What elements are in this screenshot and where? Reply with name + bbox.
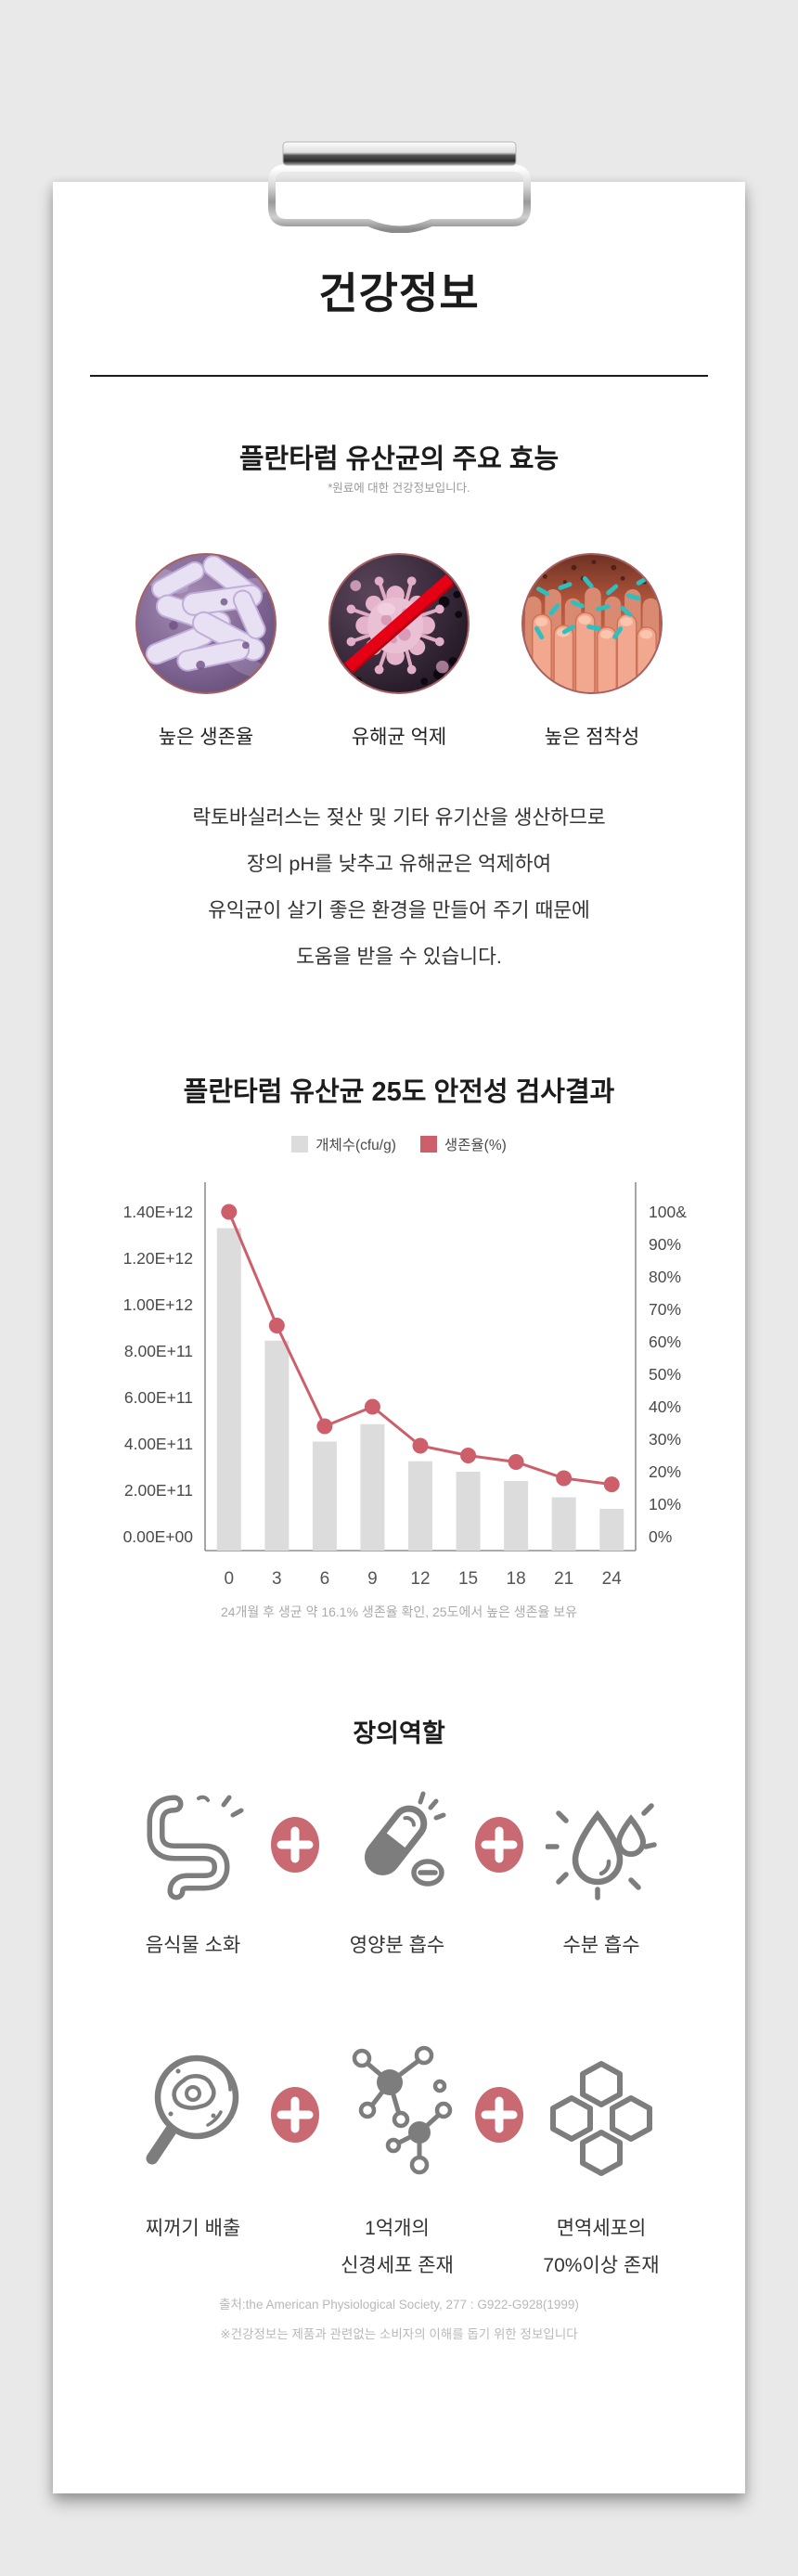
plus-icon xyxy=(267,1814,323,1875)
purple-bacteria-photo xyxy=(135,553,277,694)
svg-text:60%: 60% xyxy=(649,1333,681,1351)
svg-text:70%: 70% xyxy=(649,1300,681,1319)
svg-text:80%: 80% xyxy=(649,1268,681,1286)
legend-item-bar: 개체수(cfu/g) xyxy=(291,1134,396,1154)
page-title: 건강정보 xyxy=(318,269,480,317)
svg-text:0.00E+00: 0.00E+00 xyxy=(123,1527,194,1546)
svg-text:1.40E+12: 1.40E+12 xyxy=(123,1203,193,1221)
health-info-card: 건강정보 플란타럼 유산균의 주요 효능 *원료에 대한 건강정보입니다. xyxy=(53,182,745,2493)
svg-text:0%: 0% xyxy=(649,1527,672,1546)
title-divider xyxy=(90,375,708,377)
svg-text:6: 6 xyxy=(320,1569,330,1589)
svg-text:2.00E+11: 2.00E+11 xyxy=(124,1481,193,1500)
blocked-virus-photo xyxy=(328,553,470,694)
gut-section-heading: 장의역할 xyxy=(353,1719,445,1747)
chart-heading: 플란타럼 유산균 25도 안전성 검사결과 xyxy=(183,1077,615,1107)
description-line: 유익균이 살기 좋은 환경을 만들어 주기 때문에 xyxy=(208,899,590,921)
bar-series-swatch-icon xyxy=(291,1136,309,1153)
honeycomb-icon xyxy=(508,2045,694,2184)
plus-icon xyxy=(471,1814,527,1875)
intestinal-villi-photo xyxy=(521,553,663,694)
effects-subtitle: *원료에 대한 건강정보입니다. xyxy=(328,482,470,495)
gut-label: 찌꺼기 배출 xyxy=(145,2218,241,2239)
gut-label: 1억개의 xyxy=(365,2218,430,2239)
description-line: 장의 pH를 낮추고 유해균은 억제하여 xyxy=(246,853,552,875)
svg-text:1.00E+12: 1.00E+12 xyxy=(123,1295,193,1314)
gut-label: 수분 흡수 xyxy=(562,1935,640,1956)
svg-text:12: 12 xyxy=(410,1569,430,1589)
svg-text:90%: 90% xyxy=(649,1235,681,1254)
bar-series-label: 개체수(cfu/g) xyxy=(315,1138,396,1153)
legend-item-line: 생존율(%) xyxy=(419,1134,507,1154)
water-drops-icon xyxy=(508,1789,694,1900)
capsule-icon xyxy=(304,1789,490,1900)
svg-text:30%: 30% xyxy=(649,1430,681,1449)
plus-icon xyxy=(471,2084,527,2145)
svg-text:18: 18 xyxy=(507,1569,526,1589)
description-line: 도움을 받을 수 있습니다. xyxy=(296,946,502,968)
line-series-label: 생존율(%) xyxy=(444,1138,507,1153)
gut-label: 음식물 소화 xyxy=(145,1935,241,1956)
svg-text:8.00E+11: 8.00E+11 xyxy=(124,1342,193,1360)
svg-text:0: 0 xyxy=(224,1569,234,1589)
chart-legend: 개체수(cfu/g) 생존율(%) xyxy=(53,1134,745,1154)
svg-text:40%: 40% xyxy=(649,1397,681,1416)
disclaimer-note: ※건강정보는 제품과 관련없는 소비자의 이해를 돕기 위한 정보입니다 xyxy=(220,2327,578,2341)
line-series-swatch-icon xyxy=(419,1136,437,1153)
effect-item: 유해균 억제 xyxy=(328,553,470,750)
svg-text:50%: 50% xyxy=(649,1365,681,1384)
intestine-icon xyxy=(100,1789,286,1900)
clipboard-clip-icon xyxy=(268,139,531,234)
svg-text:1.20E+12: 1.20E+12 xyxy=(123,1249,193,1268)
effect-item: 높은 점착성 xyxy=(521,553,663,750)
description-line: 락토바실러스는 젖산 및 기타 유기산을 생산하므로 xyxy=(192,806,606,829)
effect-item: 높은 생존율 xyxy=(135,553,277,750)
magnifier-icon xyxy=(100,2045,286,2184)
plus-icon xyxy=(267,2084,323,2145)
svg-text:21: 21 xyxy=(554,1569,573,1589)
neurons-icon xyxy=(304,2045,490,2184)
effect-label: 높은 생존율 xyxy=(158,727,254,748)
gut-label: 영양분 흡수 xyxy=(349,1935,445,1956)
effect-label: 높은 점착성 xyxy=(544,727,640,748)
svg-text:10%: 10% xyxy=(649,1495,681,1513)
svg-text:4.00E+11: 4.00E+11 xyxy=(124,1435,193,1453)
safety-test-chart: 1.40E+12 1.20E+12 1.00E+12 8.00E+11 6.00E+11… xyxy=(53,1169,745,1591)
gut-label: 신경세포 존재 xyxy=(341,2255,454,2276)
source-citation: 출처:the American Physiological Society, 2… xyxy=(219,2298,579,2312)
svg-text:15: 15 xyxy=(458,1569,478,1589)
svg-text:9: 9 xyxy=(367,1569,378,1589)
svg-text:3: 3 xyxy=(272,1569,282,1589)
svg-text:100&: 100& xyxy=(649,1203,687,1221)
chart-caption: 24개월 후 생균 약 16.1% 생존율 확인, 25도에서 높은 생존율 보… xyxy=(220,1604,578,1619)
svg-text:6.00E+11: 6.00E+11 xyxy=(124,1388,193,1407)
effects-description: 락토바실러스는 젖산 및 기타 유기산을 생산하므로 장의 pH를 낮추고 유해… xyxy=(53,794,745,980)
gut-label: 면역세포의 xyxy=(556,2218,647,2239)
effect-photos-row: 높은 생존율 xyxy=(53,553,745,750)
svg-text:24: 24 xyxy=(602,1569,623,1589)
svg-text:20%: 20% xyxy=(649,1462,681,1481)
effect-label: 유해균 억제 xyxy=(351,727,447,748)
effects-heading: 플란타럼 유산균의 주요 효능 xyxy=(238,444,560,474)
gut-label: 70%이상 존재 xyxy=(543,2255,660,2276)
